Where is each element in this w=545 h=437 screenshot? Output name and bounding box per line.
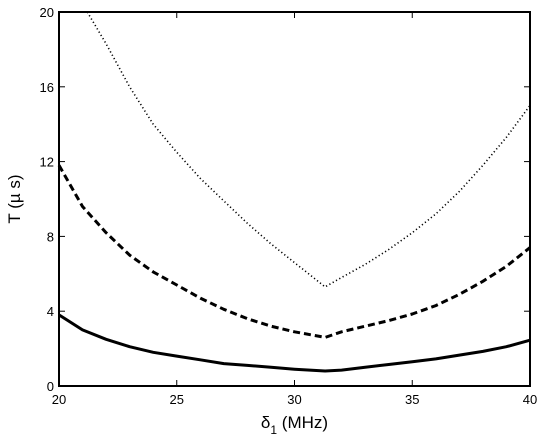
x-tick-label: 20	[52, 392, 66, 407]
series-line-dotted	[86, 11, 531, 288]
x-axis-label: δ1 (MHz)	[261, 413, 328, 437]
plot-frame	[58, 11, 531, 387]
series-line-dashed	[57, 164, 531, 339]
y-tick-label: 4	[47, 304, 54, 319]
y-tick-label: 20	[40, 5, 54, 20]
x-axis-label-subscript: 1	[270, 423, 277, 437]
x-tick-label: 30	[287, 392, 301, 407]
y-tick-label: 0	[47, 379, 54, 394]
ticks-layer: 20 25 30 35 40 0 4 8 12 16 20	[40, 5, 538, 407]
y-axis-label: T (µ s)	[5, 174, 24, 223]
series-layer	[57, 11, 531, 373]
x-tick-label: 25	[170, 392, 184, 407]
x-tick-label: 40	[523, 392, 537, 407]
x-axis-label-symbol: δ	[261, 413, 270, 432]
x-axis-label-unit: (MHz)	[277, 413, 328, 432]
series-line-solid	[58, 313, 531, 373]
y-tick-label: 12	[40, 155, 54, 170]
x-tick-label: 35	[405, 392, 419, 407]
y-tick-label: 8	[47, 229, 54, 244]
y-tick-label: 16	[40, 80, 54, 95]
